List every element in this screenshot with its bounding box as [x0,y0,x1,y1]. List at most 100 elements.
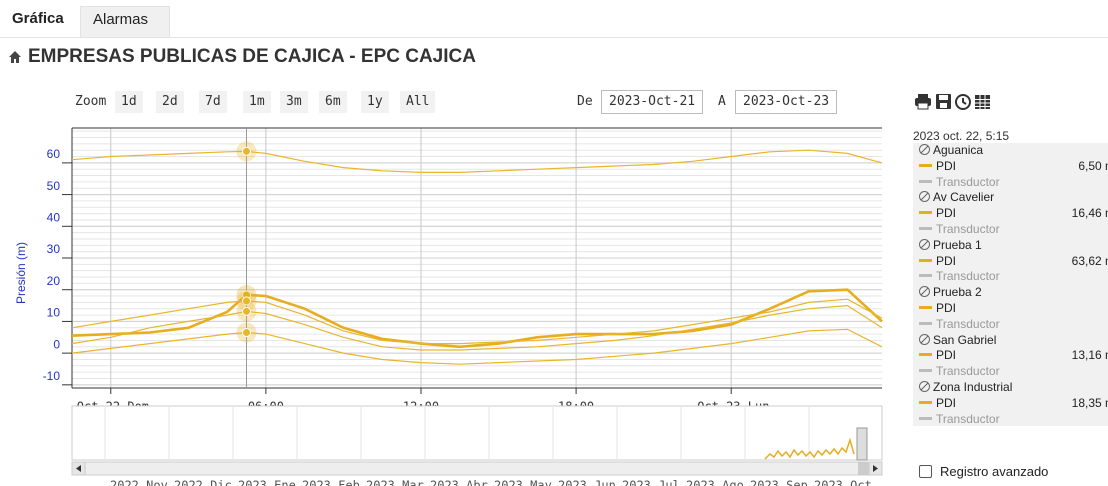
legend-dash [919,400,932,404]
advanced-option[interactable]: Registro avanzado [919,464,1048,479]
zoom-button[interactable]: 7d [199,91,227,113]
station-icon [919,380,930,392]
station-icon [919,238,930,250]
date-input[interactable]: 2023-Oct-21 [601,90,704,114]
tool-icons [915,94,990,110]
zoom-button[interactable]: 3m [280,91,308,113]
checkbox-label: Registro avanzado [940,464,1049,479]
row-label: PDI [936,348,957,363]
station-row: Av Cavelier [916,190,1108,206]
history-icon[interactable] [955,94,971,110]
legend-dash [919,258,932,262]
y-tick-label: 20 [47,274,61,288]
station-value-row: PDI 6,50 m [916,159,1108,175]
series-line [71,298,883,345]
navigator-label: 2023 Ago [686,479,744,486]
table-icon[interactable] [975,95,990,109]
page-title: EMPRESAS PUBLICAS DE CAJICA - EPC CAJICA [8,46,476,68]
date-input[interactable]: 2023-Oct-23 [735,90,838,114]
row-value: 13,16 m [1071,348,1108,363]
y-tick-label: 60 [47,147,61,161]
legend-dash [919,321,932,325]
navigator-label: 2022 Nov [110,479,168,486]
navigator-label: 2023 Abr [430,479,488,486]
station-row: Prueba 1 [916,238,1108,254]
home-icon [9,51,21,63]
hover-marker [241,296,251,306]
station-row: Aguanica [916,143,1108,159]
row-value: 6,50 m [1078,158,1108,173]
scrollbar [71,461,883,476]
station-value-row: Transductor- [916,222,1108,238]
station-value-row: Transductor- [916,269,1108,285]
series-line [71,328,883,365]
tab[interactable]: Alarmas [80,6,170,37]
tooltip-time: 2023 oct. 22, 5:15 [913,129,1010,143]
tab-bar: Gráfica Alarmas [0,0,1108,38]
legend-dash [919,305,932,309]
y-tick-label: 30 [47,242,61,256]
station-name: Prueba 2 [933,285,982,300]
station-value-row: Transductor- [916,175,1108,191]
legend-dash [919,369,932,373]
navigator-label: 2023 Feb [302,479,360,486]
row-label: Transductor [936,316,1000,331]
zoom-button[interactable]: 2d [156,91,184,113]
navigator-window [856,427,868,461]
navigator: 2022 Nov 2022 Dic 2023 Ene 2023 Feb 2023 Mar… [71,405,883,486]
navigator-label: 2023 Oct [814,479,872,486]
zoom-button[interactable]: 6m [319,91,347,113]
station-value-row: PDI- [916,301,1108,317]
series-line [71,149,883,173]
navigator-label: 2023 Mar [366,479,424,486]
y-tick-label: -10 [43,369,61,383]
row-label: PDI [936,253,957,268]
row-value: 16,46 m [1071,206,1108,221]
zoom-label: Zoom [75,94,107,109]
tab[interactable]: Gráfica [12,10,64,27]
to-label: A [718,94,726,109]
row-value: 63,62 m [1071,253,1108,268]
y-tick-label: 40 [47,210,61,224]
station-name: Av Cavelier [933,190,995,205]
station-icon [919,144,930,155]
legend-dash [919,353,932,357]
station-name: San Gabriel [933,332,997,347]
station-name: Aguanica [933,143,984,157]
row-label: Transductor [936,174,1000,189]
print-icon[interactable] [915,94,931,110]
hover-marker [241,328,251,338]
navigator-label: 2023 Jul [622,479,680,486]
zoom-button[interactable]: All [400,91,436,113]
station-value-row: PDI 18,35 m [916,396,1108,412]
save-icon[interactable] [936,94,951,109]
zoom-button[interactable]: 1y [361,91,389,113]
row-label: PDI [936,158,957,173]
station-row: San Gabriel [916,333,1108,349]
station-value-row: Transductor- [916,412,1108,426]
navigator-frame [71,405,883,461]
title-text: EMPRESAS PUBLICAS DE CAJICA - EPC CAJICA [28,46,476,67]
scrollbar-thumb [858,462,869,475]
station-value-row: PDI 13,16 m [916,348,1108,364]
navigator-label: 2023 Sep [750,479,808,486]
scroll-arrow [76,465,81,472]
navigator-label: 2023 Ene [238,479,296,486]
legend-dash [919,163,932,167]
station-value-row: PDI 16,46 m [916,206,1108,222]
navigator-label: 2023 May [494,479,552,486]
checkbox[interactable] [919,465,932,478]
zoom-button[interactable]: 1d [115,91,143,113]
station-icon [919,333,930,345]
navigator-label: 2023 Jun [558,479,616,486]
legend-dash [919,226,932,230]
legend-dash [919,274,932,278]
station-icon [919,286,930,298]
zoom-button[interactable]: 1m [243,91,271,113]
row-label: Transductor [936,411,1000,426]
station-icon [919,191,930,203]
station-row: Prueba 2 [916,285,1108,301]
